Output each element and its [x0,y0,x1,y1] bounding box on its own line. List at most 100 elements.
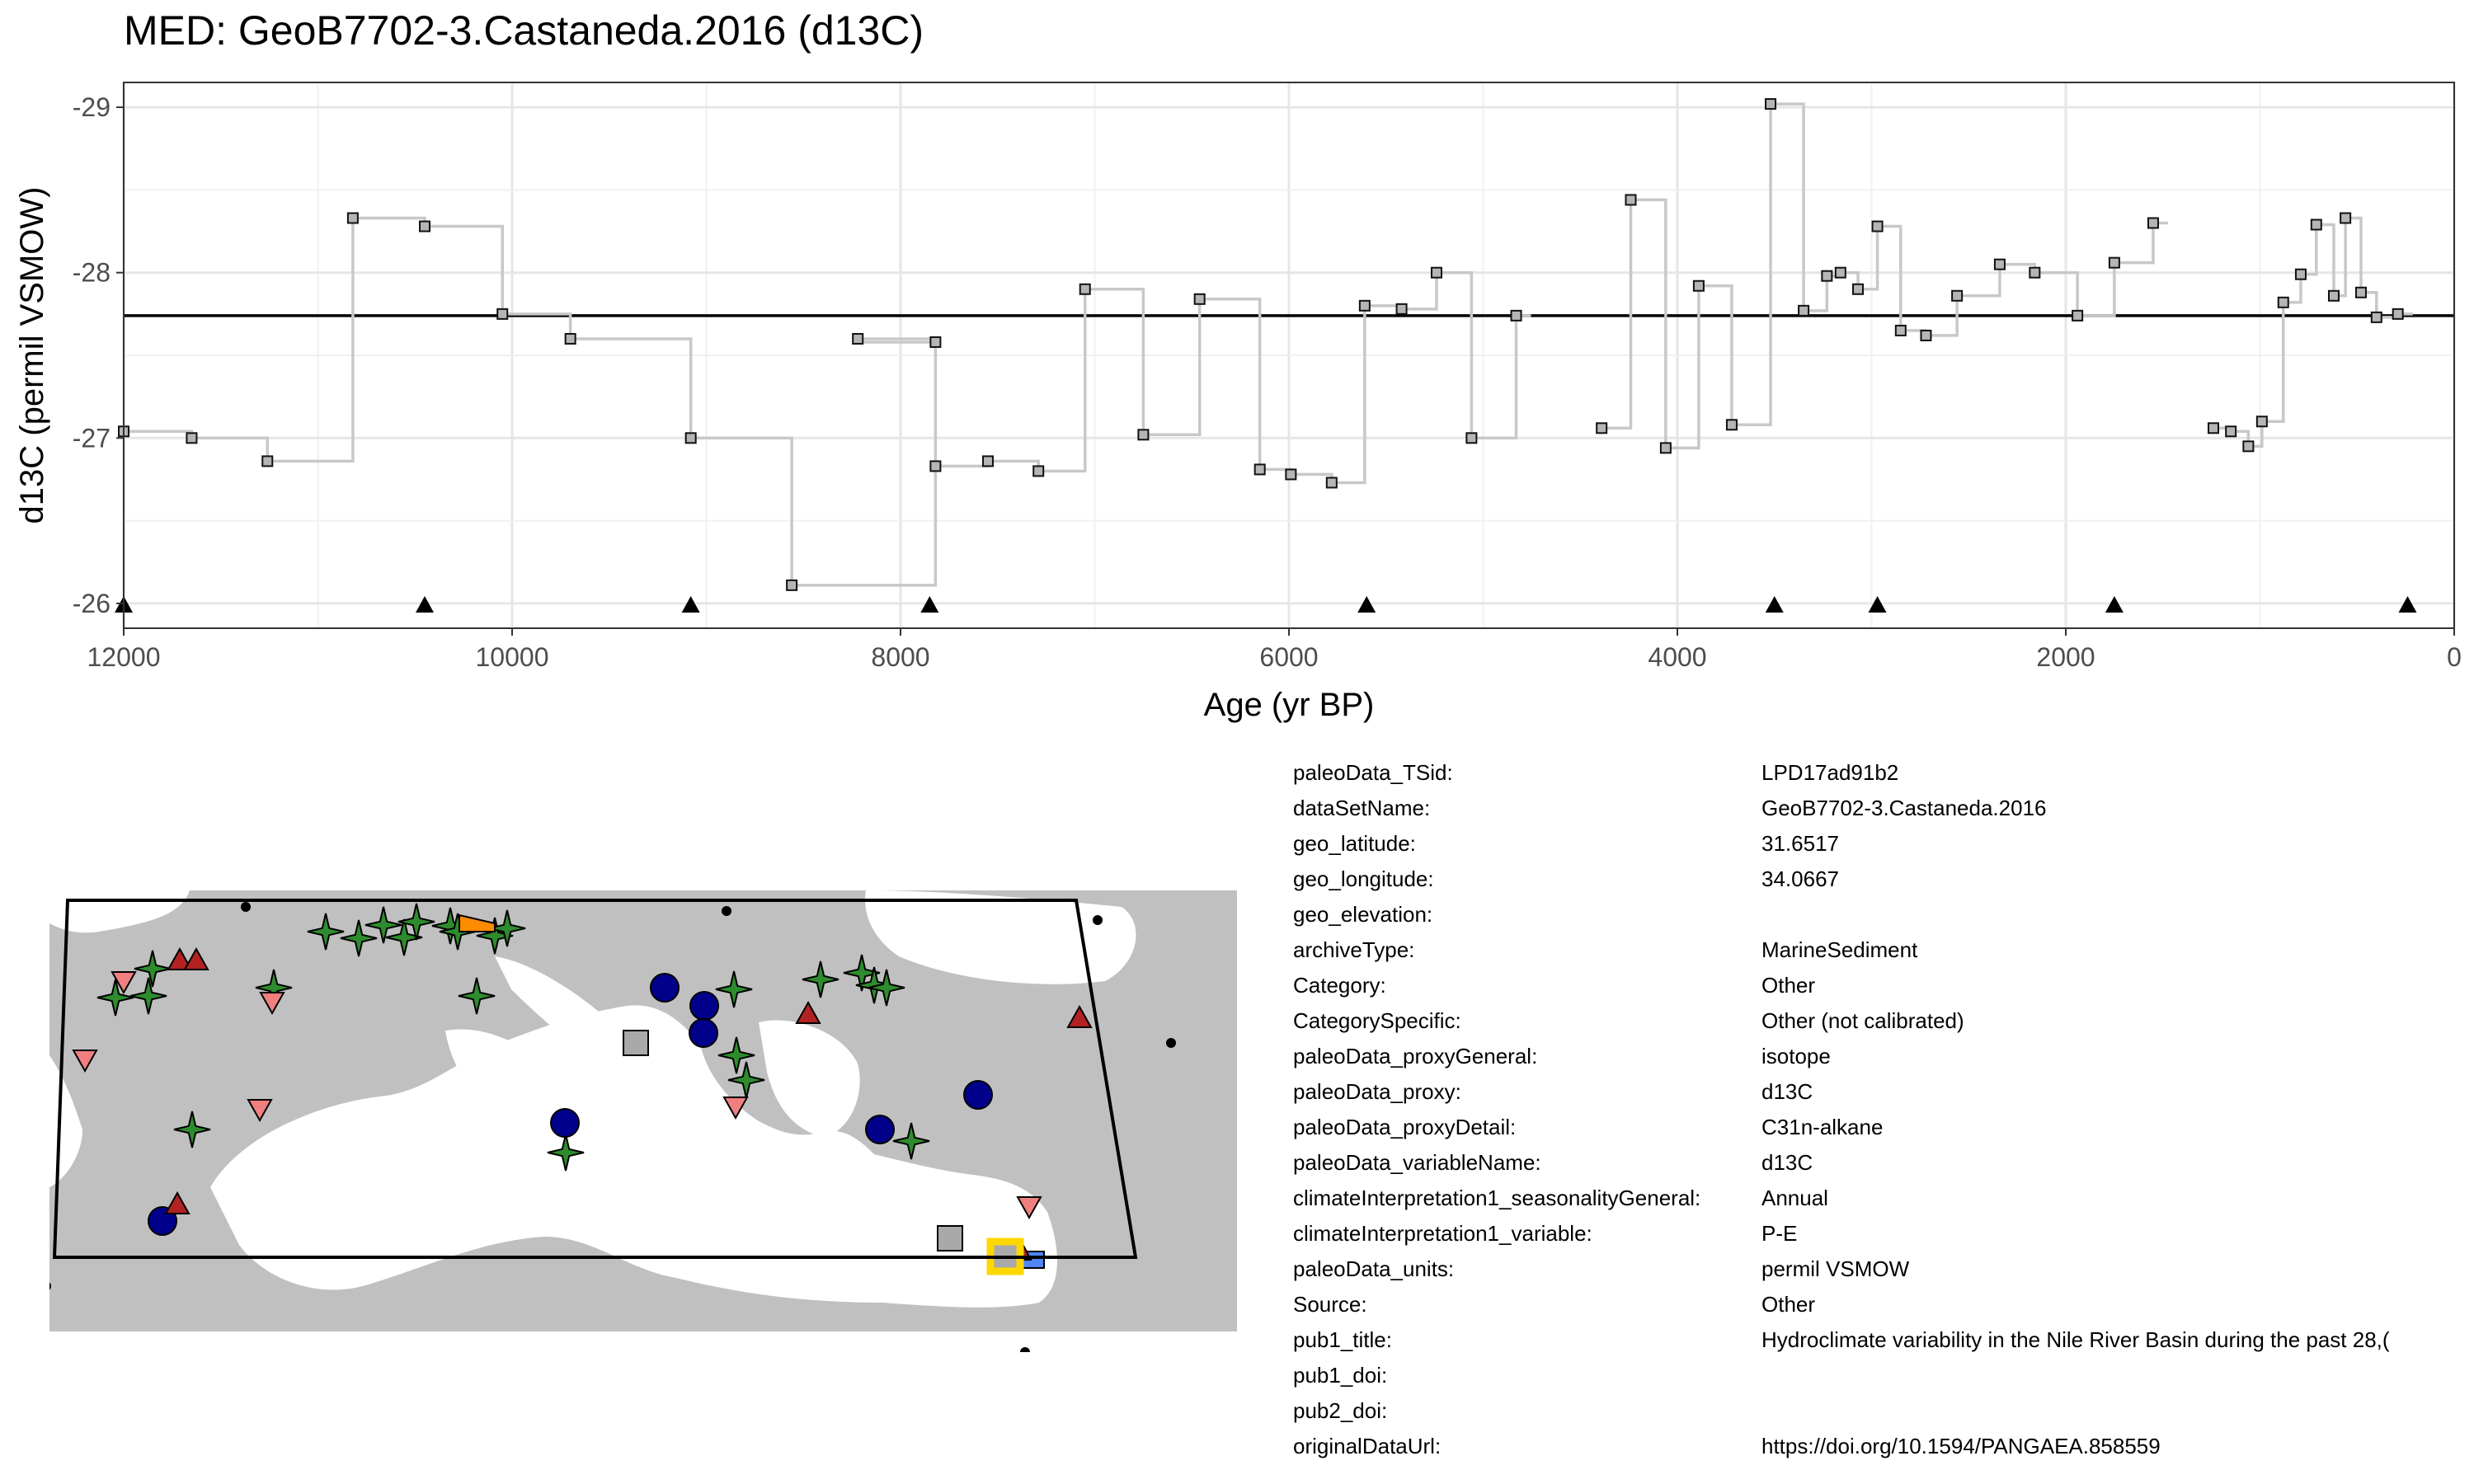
site-marker-dot [722,906,731,916]
data-point [186,432,198,444]
data-point [2310,218,2322,231]
data-point [2242,440,2255,453]
site-marker-dot [49,1282,51,1290]
y-axis-label: d13C (permil VSMOW) [14,187,50,524]
metadata-value: permil VSMOW [1761,1256,1910,1281]
data-point [1596,422,1608,434]
site-marker-star [173,1111,211,1148]
site-marker-star [476,917,514,955]
chronology-marker [1357,596,1376,613]
x-tick-label: 8000 [871,642,929,672]
page-title: MED: GeoB7702-3.Castaneda.2016 (d13C) [124,7,924,54]
metadata-value: isotope [1761,1044,1831,1068]
metadata-key: paleoData_units: [1293,1256,1455,1281]
site-marker-orange-triangle [459,913,496,932]
metadata-key: pub2_doi: [1293,1398,1388,1423]
data-point [2207,422,2219,434]
chronology-marker [2105,596,2124,613]
x-axis-ticks: 12000 10000 8000 6000 4000 2000 0 [87,628,2462,672]
data-point [1951,289,1964,302]
y-axis-ticks: -26 -27 -28 -29 [73,92,124,618]
data-point [2340,212,2352,224]
metadata-value[interactable]: https://doi.org/10.1594/PANGAEA.858559 [1761,1434,2161,1458]
data-point [981,455,994,467]
site-marker-star [340,919,378,957]
data-point [1871,220,1884,232]
site-marker-star [458,977,496,1015]
series-step-line [124,216,1531,587]
data-point [2294,268,2307,280]
data-point [419,220,431,232]
metadata-value: Annual [1761,1186,1828,1210]
metadata-key: geo_longitude: [1293,866,1434,891]
metadata-value: Hydroclimate variability in the Nile Riv… [1761,1327,2390,1352]
data-point [1395,303,1408,315]
metadata-key: geo_latitude: [1293,831,1416,856]
x-tick-label: 6000 [1259,642,1318,672]
data-point [1079,283,1091,295]
metadata-key: dataSetName: [1293,796,1431,820]
site-marker-circle [689,991,719,1021]
data-point [496,308,509,320]
data-point [929,460,942,472]
site-marker-star [843,954,881,992]
site-marker-star [385,918,423,956]
site-location-map [49,890,1237,1352]
metadata-key: archiveType: [1293,937,1415,962]
data-point [2029,266,2041,279]
site-marker-star [96,979,134,1017]
site-marker-star [134,950,172,988]
metadata-value: Other (not calibrated) [1761,1008,1964,1033]
site-marker-triangle-down [247,1099,273,1123]
y-tick-label: -27 [73,423,111,453]
metadata-key: climateInterpretation1_seasonalityGenera… [1293,1186,1701,1210]
black-sea [865,890,1136,984]
site-marker-star [547,1134,585,1172]
metadata-key: geo_elevation: [1293,902,1433,927]
site-marker-triangle-down [1016,1196,1042,1220]
site-marker-star [307,913,345,951]
x-tick-label: 2000 [2036,642,2095,672]
metadata-value: P-E [1761,1221,1798,1246]
data-point [1510,309,1522,322]
aegean-sea [759,1020,860,1138]
data-point [1920,329,1932,341]
chronology-marker [2398,596,2417,613]
data-point [1852,283,1865,295]
metadata-key: paleoData_proxy: [1293,1079,1461,1104]
adriatic-sea [495,956,661,1099]
metadata-key: paleoData_proxyGeneral: [1293,1044,1538,1068]
chronology-marker [920,596,939,613]
metadata-value: 31.6517 [1761,831,1839,856]
site-marker-dot [1020,1347,1030,1352]
data-point [2072,309,2084,322]
data-point [929,336,942,348]
site-marker-triangle-up [795,1000,821,1024]
data-point [1285,468,1297,481]
site-marker-triangle-up [1066,1004,1093,1028]
site-marker-square [937,1225,963,1252]
data-point [1765,98,1777,110]
data-point [2255,416,2268,428]
data-point [2370,311,2382,323]
site-marker-star [365,906,402,944]
metadata-value: C31n-alkane [1761,1115,1884,1139]
metadata-value: LPD17ad91b2 [1761,760,1899,785]
data-point [1465,432,1478,444]
metadata-value: d13C [1761,1079,1813,1104]
site-marker-circle [865,1115,895,1144]
x-tick-label: 12000 [87,642,161,672]
site-marker-star [715,970,753,1008]
metadata-value: 34.0667 [1761,866,1839,891]
metadata-key: Source: [1293,1292,1367,1317]
metadata-value: MarineSediment [1761,937,1918,962]
site-marker-star [802,960,840,998]
site-marker-triangle-up [167,946,193,970]
x-tick-label: 0 [2447,642,2462,672]
tyrrhenian-sea [445,1029,579,1133]
data-point [2392,308,2404,320]
data-point [1430,266,1442,279]
data-point [684,432,697,444]
site-marker-star [488,909,526,947]
site-marker-triangle-down [72,1050,98,1073]
